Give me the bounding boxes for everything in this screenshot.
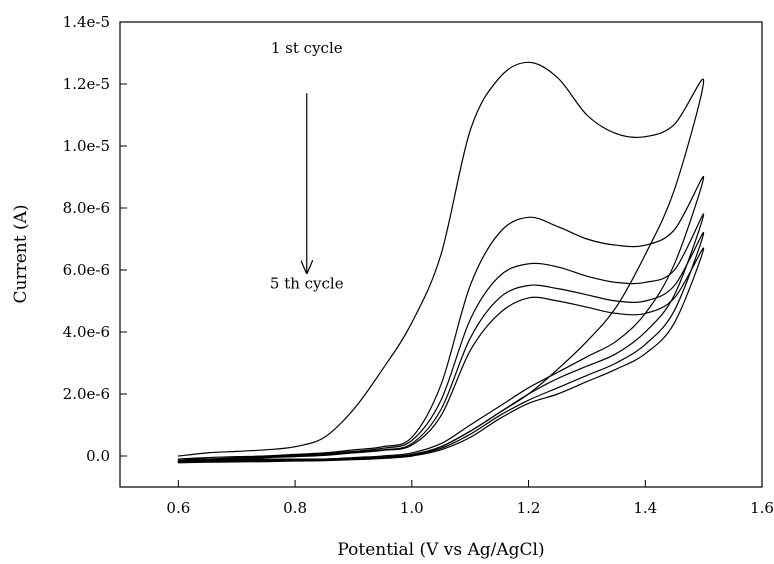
y-tick-label: 8.0e-6 bbox=[63, 199, 110, 217]
y-axis-title: Current (A) bbox=[11, 205, 31, 304]
cycle-4-curve bbox=[177, 232, 705, 463]
y-tick-label: 1.2e-5 bbox=[63, 75, 110, 93]
annotations: 1 st cycle 5 th cycle bbox=[270, 39, 344, 293]
plot-frame bbox=[119, 21, 763, 488]
x-tick-label: 1.2 bbox=[517, 499, 541, 517]
x-tick-label: 1.0 bbox=[400, 499, 424, 517]
cv-curves bbox=[177, 61, 705, 464]
x-axis-title: Potential (V vs Ag/AgCl) bbox=[337, 540, 544, 560]
fifth-cycle-label: 5 th cycle bbox=[270, 275, 344, 293]
x-tick-label: 0.8 bbox=[283, 499, 307, 517]
y-tick-label: 1.0e-5 bbox=[63, 137, 110, 155]
first-cycle-label: 1 st cycle bbox=[271, 39, 343, 57]
y-tick-label: 4.0e-6 bbox=[63, 323, 110, 341]
cycle-2-curve bbox=[177, 176, 705, 462]
cycle-5-curve bbox=[177, 247, 705, 464]
y-tick-label: 6.0e-6 bbox=[63, 261, 110, 279]
cycle-3-curve bbox=[177, 213, 705, 463]
x-tick-label: 1.6 bbox=[750, 499, 774, 517]
x-tick-label: 1.4 bbox=[633, 499, 657, 517]
y-tick-label: 2.0e-6 bbox=[63, 385, 110, 403]
y-tick-label: 0.0 bbox=[86, 447, 110, 465]
x-tick-label: 0.6 bbox=[166, 499, 190, 517]
axis-ticks: 0.6 0.8 1.0 1.2 1.4 1.6 0.0 2.0e-6 4.0e-6 6.0e-6 8… bbox=[63, 13, 774, 517]
y-tick-label: 1.4e-5 bbox=[63, 13, 110, 31]
